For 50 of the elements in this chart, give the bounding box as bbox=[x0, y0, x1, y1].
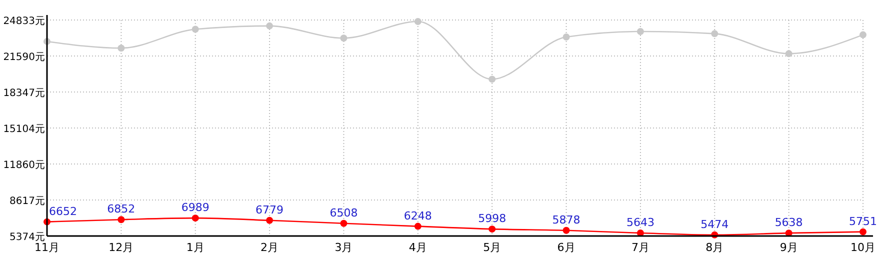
y-tick-label: 15104元 bbox=[3, 124, 45, 135]
y-tick-label: 5374元 bbox=[10, 232, 45, 243]
y-tick-label: 24833元 bbox=[3, 16, 45, 27]
x-tick-label: 9月 bbox=[780, 241, 798, 254]
data-label: 6652 bbox=[49, 204, 77, 218]
point bbox=[118, 44, 125, 52]
point bbox=[340, 220, 348, 227]
x-tick-label: 4月 bbox=[408, 241, 427, 254]
point bbox=[785, 50, 792, 58]
point bbox=[711, 30, 718, 38]
point bbox=[340, 34, 348, 42]
point bbox=[192, 26, 199, 33]
point bbox=[414, 222, 422, 230]
x-tick-label: 5月 bbox=[483, 241, 502, 254]
point bbox=[192, 214, 199, 222]
data-label: 5751 bbox=[849, 214, 877, 228]
point bbox=[488, 76, 496, 83]
data-label: 6508 bbox=[330, 206, 358, 220]
data-label: 5998 bbox=[478, 212, 506, 226]
point bbox=[860, 228, 866, 236]
data-label: 6989 bbox=[181, 201, 210, 214]
x-tick-label: 10月 bbox=[850, 241, 876, 254]
point bbox=[266, 216, 274, 224]
data-label: 6779 bbox=[256, 203, 284, 216]
point bbox=[488, 226, 496, 233]
data-label: 5474 bbox=[700, 218, 729, 231]
x-tick-label: 6月 bbox=[557, 241, 576, 254]
x-tick-label: 2月 bbox=[260, 241, 279, 254]
data-label: 6852 bbox=[107, 202, 136, 216]
point bbox=[860, 31, 866, 38]
data-label: 5643 bbox=[626, 216, 654, 230]
y-tick-label: 21590元 bbox=[3, 52, 45, 63]
x-tick-label: 8月 bbox=[706, 241, 724, 254]
point bbox=[636, 28, 644, 35]
data-label: 5878 bbox=[552, 213, 580, 226]
point bbox=[562, 34, 570, 41]
x-tick-label: 12月 bbox=[108, 241, 134, 254]
x-tick-label: 7月 bbox=[631, 241, 650, 254]
point bbox=[266, 22, 274, 30]
x-tick-label: 3月 bbox=[334, 241, 353, 254]
x-tick-label: 11月 bbox=[34, 241, 60, 254]
point bbox=[414, 18, 422, 25]
y-tick-label: 18347元 bbox=[3, 88, 45, 99]
y-tick-label: 8617元 bbox=[10, 196, 45, 207]
y-tick-label: 11860元 bbox=[3, 160, 45, 172]
data-label: 6248 bbox=[404, 209, 432, 222]
point bbox=[562, 226, 570, 234]
data-label: 5638 bbox=[774, 216, 803, 230]
x-tick-label: 1月 bbox=[186, 241, 204, 254]
point bbox=[118, 216, 125, 224]
